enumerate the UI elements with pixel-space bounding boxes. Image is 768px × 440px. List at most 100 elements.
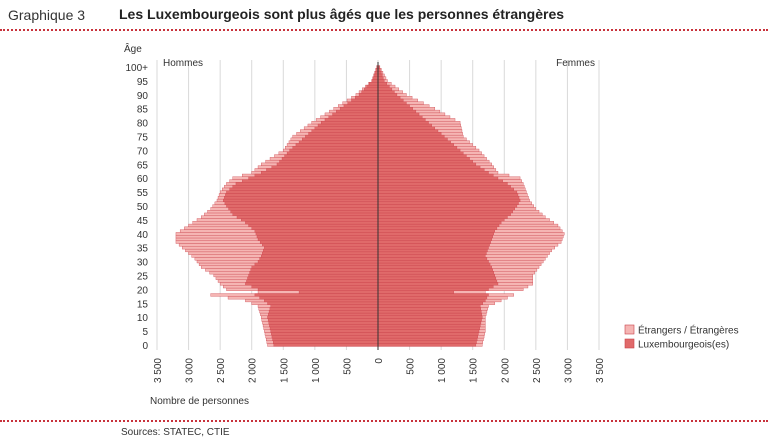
lux-men-bar [232,212,379,216]
y-tick-label: 60 [137,174,149,185]
y-tick-label: 40 [137,230,149,241]
lux-women-bar [377,148,461,152]
lux-men-bar [230,209,379,214]
lux-women-bar [377,132,442,136]
lux-men-bar [254,229,379,233]
lux-women-bar [377,173,494,177]
x-tick-label: 2 000 [500,358,511,383]
legend-label: Luxembourgeois(es) [638,340,729,351]
lux-men-bar [264,298,379,303]
lux-men-bar [224,196,379,200]
lux-women-bar [377,268,493,272]
y-tick-label: 35 [137,244,149,255]
lux-men-bar [224,201,379,205]
lux-men-bar [248,273,379,278]
legend-label: Étrangers / Étrangères [638,324,739,337]
lux-women-bar [377,96,401,100]
lux-women-bar [377,179,503,183]
y-axis-label: Âge [124,42,142,55]
lux-men-bar [276,162,379,166]
lux-women-bar [377,129,439,133]
y-tick-label: 30 [137,258,149,269]
lux-women-bar [377,196,520,200]
lux-men-bar [251,285,379,289]
lux-men-bar [268,310,379,314]
lux-men-bar [317,123,379,127]
lux-men-bar [271,335,379,339]
lux-women-bar [377,104,410,108]
lux-men-bar [339,107,379,111]
x-tick-label: 500 [406,358,417,375]
lux-men-bar [249,271,379,275]
lux-men-bar [286,151,379,155]
lux-men-bar [247,276,379,280]
lux-women-bar [377,276,497,280]
x-tick-label: 1 000 [311,358,322,383]
lux-women-bar [377,301,483,305]
x-tick-label: 0 [374,358,385,364]
lux-men-bar [289,148,379,152]
lux-women-bar [377,240,491,244]
lux-men-bar [228,207,379,211]
lux-women-bar [377,257,488,261]
lux-women-bar [377,159,473,164]
lux-women-bar [377,271,494,275]
lux-men-bar [272,337,379,342]
women-side-label: Femmes [556,58,595,69]
lux-women-bar [377,157,470,161]
lux-men-bar [298,290,379,294]
lux-men-bar [251,226,379,230]
lux-men-bar [254,262,379,266]
lux-women-bar [377,335,478,339]
figure-number: Graphique 3 [8,7,86,23]
lux-men-bar [262,251,379,255]
lux-men-bar [302,137,379,141]
lux-men-bar [264,246,379,250]
lux-women-bar [377,232,494,236]
lux-men-bar [256,235,379,239]
lux-women-bar [377,279,498,283]
x-tick-label: 500 [342,358,353,375]
y-tick-label: 65 [137,160,149,171]
lux-men-bar [269,326,379,330]
lux-men-bar [262,243,379,247]
bottom-divider [0,420,768,422]
lux-men-bar [271,332,379,336]
lux-men-bar [251,265,379,269]
lux-women-bar [377,307,481,311]
lux-women-bar [377,98,404,102]
lux-women-bar [377,87,393,91]
lux-women-bar [377,182,508,186]
lux-men-bar [273,340,379,344]
top-divider [0,29,768,31]
lux-women-bar [377,298,486,303]
men-side-label: Hommes [163,58,203,69]
lux-men-bar [268,312,379,316]
lux-women-bar [377,146,458,150]
lux-women-bar [377,134,445,139]
lux-women-bar [377,251,487,255]
lux-women-bar [377,321,482,325]
lux-men-bar [373,73,379,77]
lux-women-bar [377,243,490,247]
lux-women-bar [377,312,482,316]
lux-men-bar [259,257,379,261]
lux-women-bar [377,109,417,114]
lux-women-bar [377,93,398,97]
lux-men-bar [336,109,379,114]
lux-women-bar [377,123,432,127]
lux-women-bar [377,329,480,333]
y-tick-label: 75 [137,133,149,144]
y-tick-label: 15 [137,299,149,310]
lux-women-bar [377,293,489,297]
lux-women-bar [377,107,413,111]
lux-men-bar [267,318,379,322]
lux-men-bar [250,268,379,272]
lux-men-bar [292,146,379,150]
lux-men-bar [263,248,379,253]
lux-men-bar [284,154,379,158]
lux-women-bar [377,101,407,105]
lux-men-bar [361,90,379,94]
lux-men-bar [355,96,379,100]
